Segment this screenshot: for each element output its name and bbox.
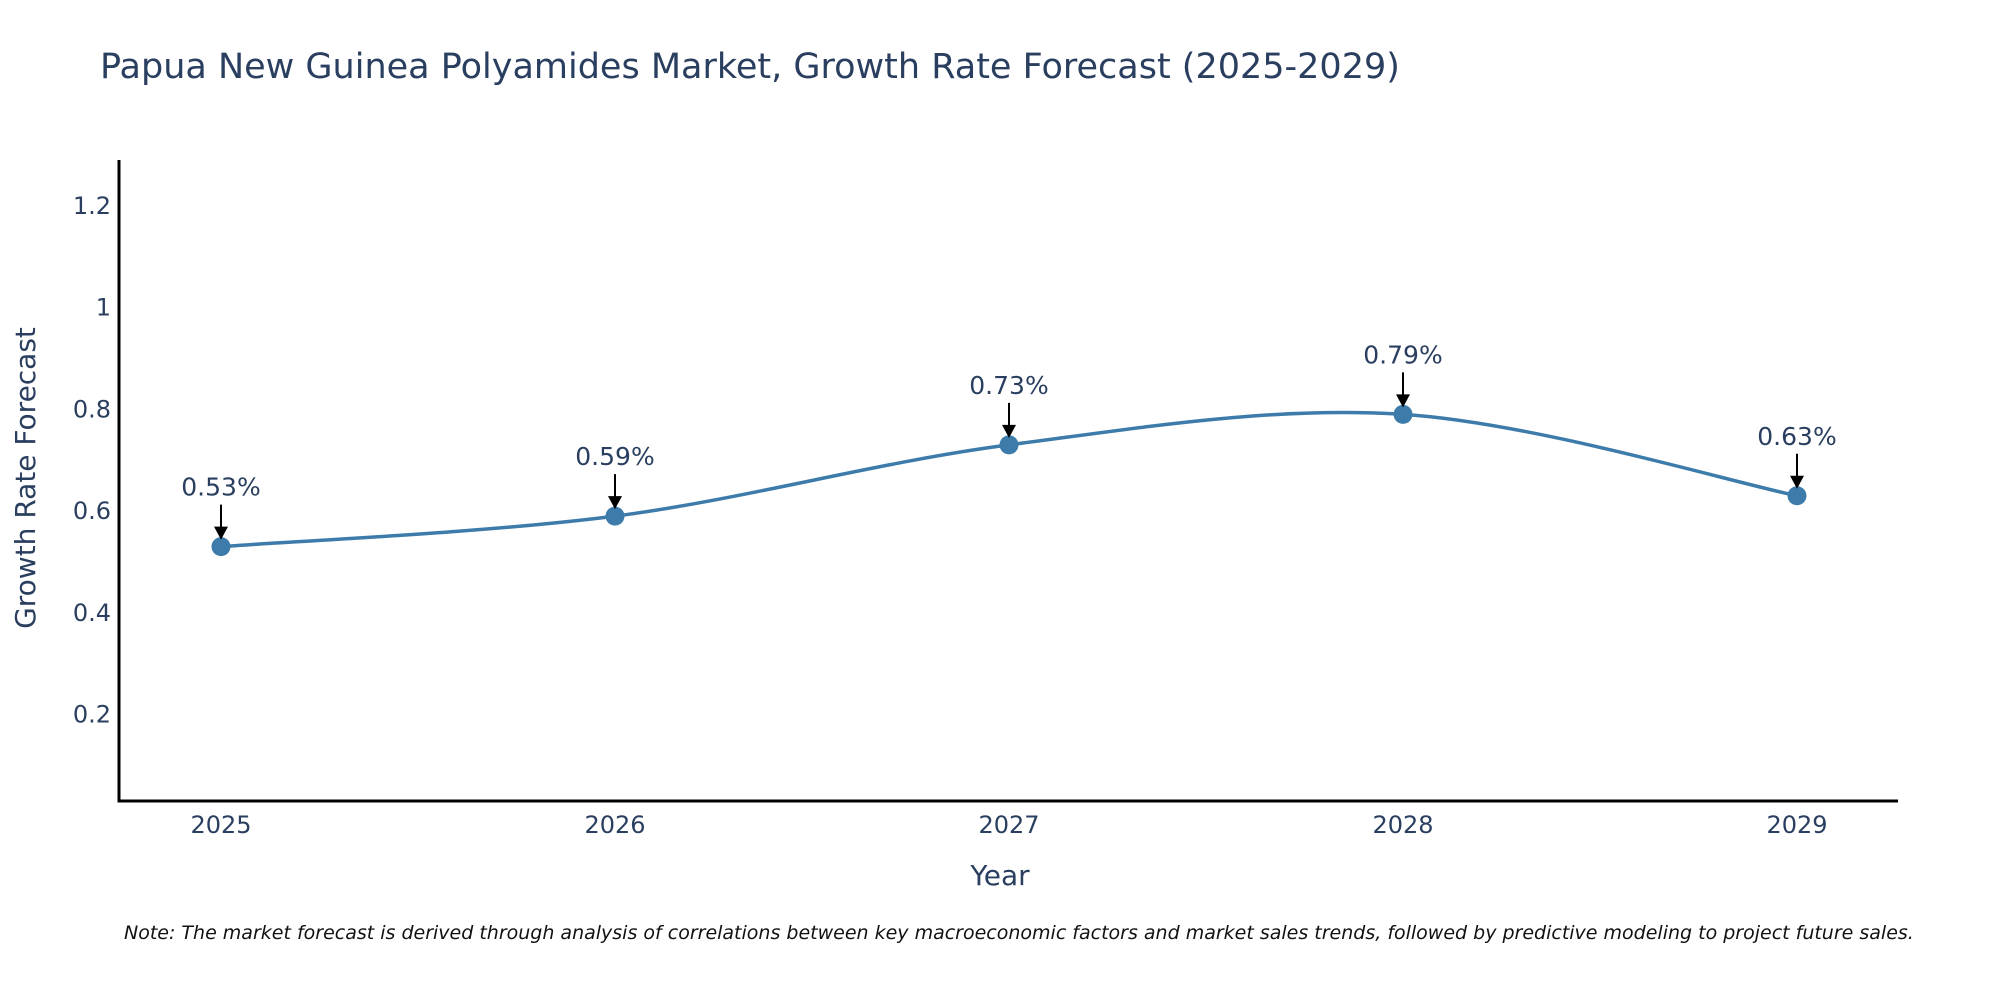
y-tick-label: 0.6: [73, 497, 111, 525]
y-axis-ticks: 0.2 0.4 0.6 0.8 1 1.2: [73, 192, 111, 729]
data-label: 0.53%: [181, 473, 260, 502]
y-tick-label: 1: [96, 294, 111, 322]
y-tick-label: 0.4: [73, 599, 111, 627]
data-label: 0.63%: [1757, 422, 1836, 451]
data-label: 0.79%: [1363, 340, 1442, 369]
data-points: [211, 404, 1807, 557]
y-tick-label: 0.8: [73, 395, 111, 423]
y-tick-label: 1.2: [73, 192, 111, 220]
x-tick-label: 2025: [190, 811, 251, 839]
annotation-arrow-head: [214, 526, 228, 540]
chart-title: Papua New Guinea Polyamides Market, Grow…: [100, 47, 1400, 87]
x-tick-label: 2026: [584, 811, 645, 839]
annotation-arrow-head: [1396, 394, 1410, 408]
annotation-arrow-head: [608, 496, 622, 510]
data-point: [211, 537, 231, 557]
x-tick-label: 2028: [1372, 811, 1433, 839]
data-point: [999, 435, 1019, 455]
y-tick-label: 0.2: [73, 701, 111, 729]
data-point: [1787, 486, 1807, 506]
y-axis-title: Growth Rate Forecast: [9, 327, 42, 629]
data-label: 0.73%: [969, 371, 1048, 400]
footnote: Note: The market forecast is derived thr…: [124, 922, 1914, 944]
annotation-arrow-head: [1790, 475, 1804, 489]
x-tick-label: 2029: [1766, 811, 1827, 839]
data-point: [1393, 404, 1413, 424]
data-point: [605, 506, 625, 526]
x-axis-title: Year: [969, 859, 1030, 892]
annotation-arrow-head: [1002, 424, 1016, 438]
x-tick-label: 2027: [978, 811, 1039, 839]
data-annotations: 0.53% 0.59% 0.73% 0.79% 0.63%: [181, 340, 1837, 540]
data-label: 0.59%: [575, 442, 654, 471]
x-axis-ticks: 2025 2026 2027 2028 2029: [190, 811, 1827, 839]
